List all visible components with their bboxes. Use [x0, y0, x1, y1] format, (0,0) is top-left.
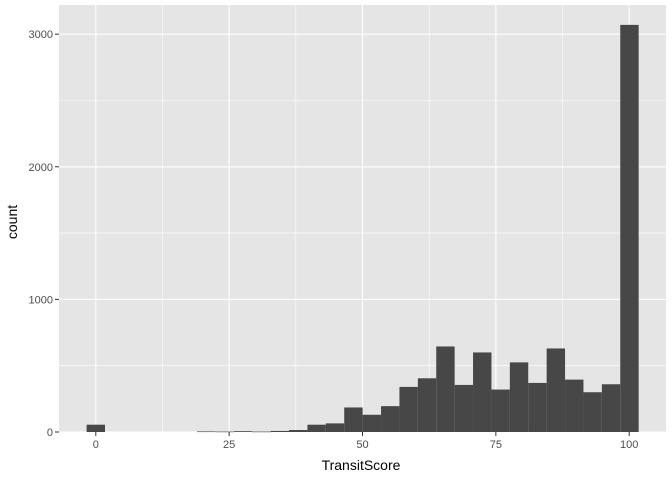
histogram-bar	[399, 386, 418, 432]
histogram-bar	[381, 406, 400, 432]
histogram-bars	[86, 24, 639, 433]
x-tick-label: 0	[93, 439, 99, 451]
y-tick-label: 3000	[29, 29, 53, 41]
x-axis-title: TransitScore	[322, 457, 401, 473]
histogram-bar	[233, 431, 253, 432]
histogram-bar	[215, 431, 234, 433]
histogram-bar	[325, 423, 345, 432]
histogram-bar	[436, 346, 455, 432]
histogram-bar	[454, 384, 474, 432]
histogram-bar	[86, 424, 106, 432]
y-tick-label: 0	[47, 427, 53, 439]
histogram-bar	[491, 389, 510, 432]
histogram-bar	[473, 352, 492, 432]
x-axis-ticks: 0 25 50 75 100	[93, 432, 638, 451]
histogram-bar	[270, 430, 290, 432]
histogram-bar	[289, 430, 308, 432]
y-axis-title: count	[4, 205, 20, 239]
histogram-bar	[362, 414, 382, 432]
histogram-bar	[565, 379, 584, 432]
y-tick-label: 2000	[29, 162, 53, 174]
y-axis-ticks: 0 1000 2000 3000	[29, 29, 59, 439]
major-gridlines	[59, 5, 666, 433]
histogram-bar	[528, 382, 547, 432]
histogram-bar	[417, 378, 437, 432]
histogram-bar	[197, 431, 216, 433]
x-tick-label: 50	[356, 439, 368, 451]
histogram-bar	[307, 424, 326, 432]
x-tick-label: 75	[490, 439, 502, 451]
y-tick-label: 1000	[29, 294, 53, 306]
histogram-bar	[620, 24, 639, 433]
x-tick-label: 100	[620, 439, 638, 451]
histogram-bar	[583, 392, 602, 432]
histogram-bar	[546, 348, 566, 432]
histogram-bar	[252, 431, 271, 433]
histogram-bar	[509, 362, 529, 432]
x-tick-label: 25	[223, 439, 235, 451]
histogram-bar	[344, 407, 363, 432]
histogram-bar	[601, 384, 621, 432]
